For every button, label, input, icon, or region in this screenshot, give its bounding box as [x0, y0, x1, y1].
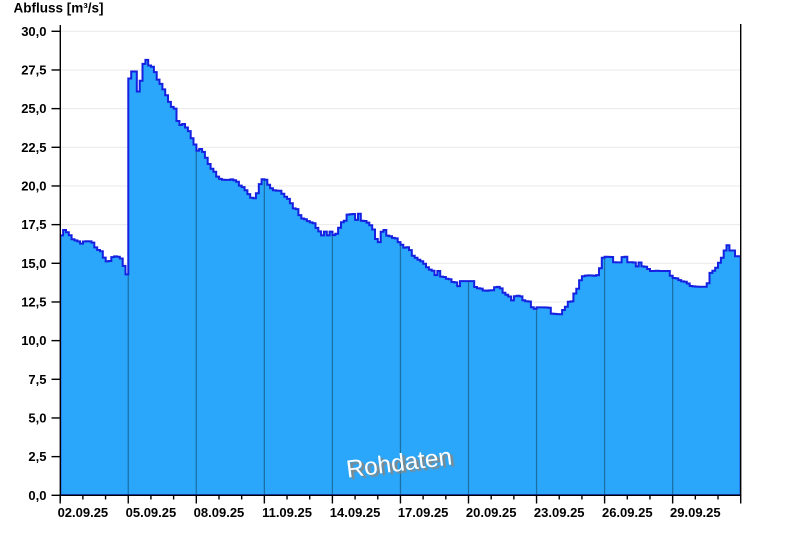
svg-text:0,0: 0,0 — [28, 488, 46, 503]
svg-text:22,5: 22,5 — [21, 140, 46, 155]
svg-text:17.09.25: 17.09.25 — [398, 505, 449, 520]
svg-text:12,5: 12,5 — [21, 295, 46, 310]
svg-text:26.09.25: 26.09.25 — [602, 505, 653, 520]
svg-text:15,0: 15,0 — [21, 256, 46, 271]
svg-text:08.09.25: 08.09.25 — [194, 505, 245, 520]
svg-text:29.09.25: 29.09.25 — [670, 505, 721, 520]
svg-text:27,5: 27,5 — [21, 63, 46, 78]
svg-text:20,0: 20,0 — [21, 179, 46, 194]
svg-text:10,0: 10,0 — [21, 333, 46, 348]
svg-text:Abfluss [m³/s]: Abfluss [m³/s] — [14, 1, 104, 16]
svg-text:11.09.25: 11.09.25 — [262, 505, 312, 520]
svg-text:7,5: 7,5 — [28, 372, 46, 387]
svg-text:25,0: 25,0 — [21, 101, 46, 116]
svg-text:5,0: 5,0 — [28, 411, 46, 426]
svg-text:05.09.25: 05.09.25 — [126, 505, 177, 520]
svg-text:23.09.25: 23.09.25 — [534, 505, 585, 520]
svg-text:17,5: 17,5 — [21, 217, 46, 232]
svg-text:02.09.25: 02.09.25 — [58, 505, 109, 520]
svg-text:30,0: 30,0 — [21, 24, 46, 39]
svg-text:2,5: 2,5 — [28, 449, 46, 464]
svg-text:20.09.25: 20.09.25 — [466, 505, 517, 520]
svg-text:14.09.25: 14.09.25 — [330, 505, 381, 520]
